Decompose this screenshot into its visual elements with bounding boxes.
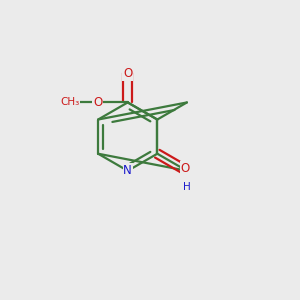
Text: O: O [181,162,190,175]
Text: H: H [183,182,191,192]
Text: O: O [93,96,102,109]
Text: N: N [182,164,191,177]
Text: CH₃: CH₃ [60,98,79,107]
Text: O: O [123,67,132,80]
Text: N: N [123,164,132,177]
